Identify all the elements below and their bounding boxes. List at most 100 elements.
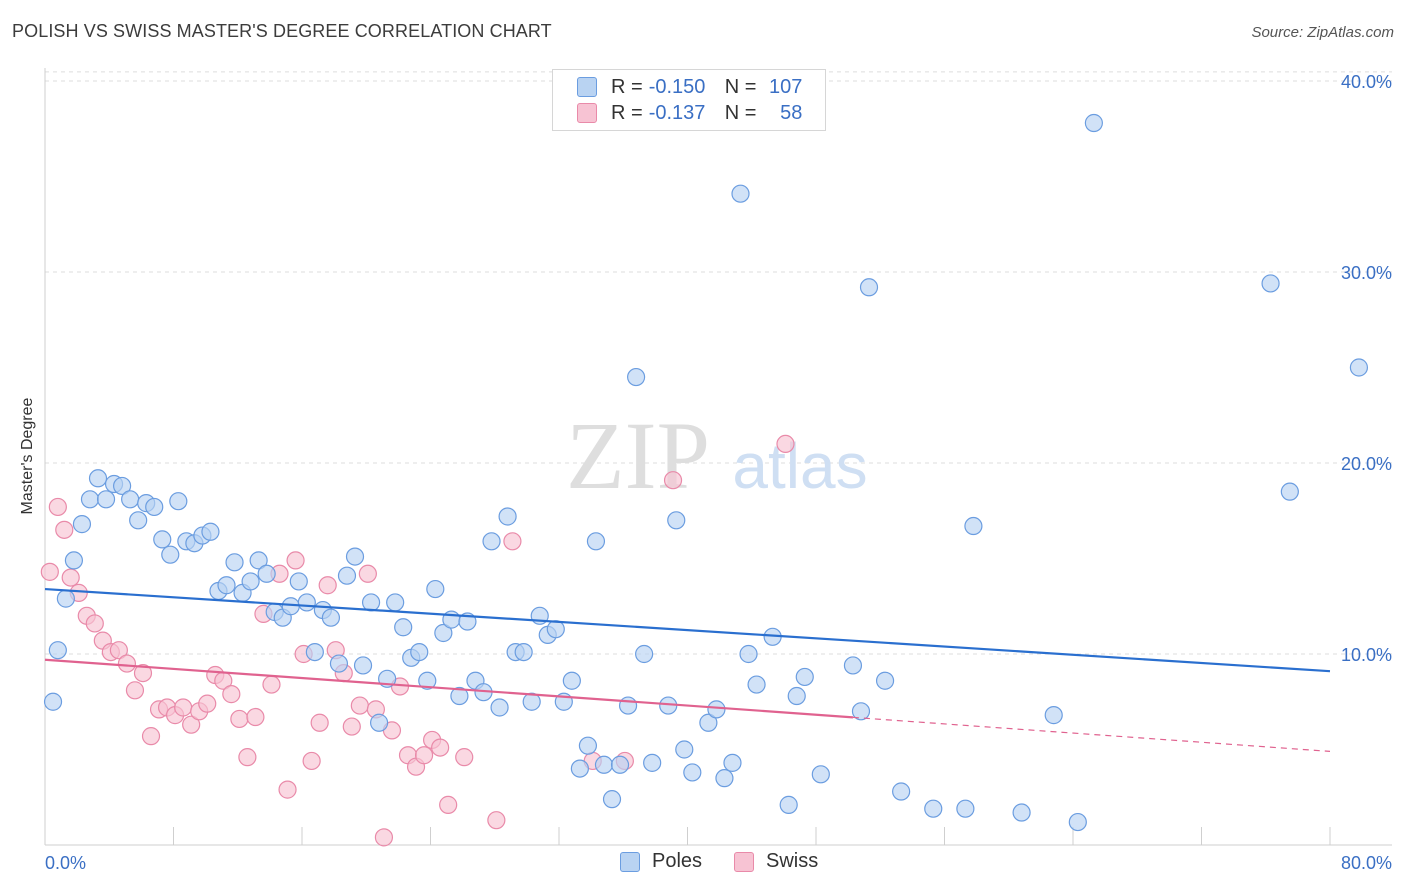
swiss-point xyxy=(85,614,104,633)
x-tick-label-min: 0.0% xyxy=(45,853,86,873)
legend-item-swiss[interactable]: Swiss xyxy=(734,850,818,873)
poles-point xyxy=(787,686,806,706)
poles-point xyxy=(153,530,172,549)
swiss-point xyxy=(414,746,434,765)
swiss-point xyxy=(117,654,137,673)
poles-point xyxy=(426,579,445,599)
n-label: N = xyxy=(724,101,757,124)
poles-point xyxy=(43,692,63,711)
r-value: -0.150 xyxy=(648,75,706,98)
poles-point xyxy=(370,713,389,732)
trend-lines xyxy=(44,587,1331,753)
swiss-point xyxy=(174,698,193,717)
poles-point xyxy=(667,511,686,530)
poles-point xyxy=(217,576,236,595)
poles-point xyxy=(723,753,742,772)
swiss-point xyxy=(302,751,321,771)
swiss-point xyxy=(350,696,369,715)
swiss-swatch xyxy=(734,851,754,872)
poles-point xyxy=(169,492,188,511)
poles-point xyxy=(570,759,589,778)
poles-point xyxy=(434,623,453,643)
poles-point xyxy=(72,515,92,534)
swiss-point xyxy=(503,532,522,551)
poles-point xyxy=(964,516,983,536)
poles-point xyxy=(410,642,429,662)
poles-point xyxy=(249,551,268,570)
swiss-point xyxy=(663,471,683,490)
poles-point xyxy=(112,476,132,496)
poles-point xyxy=(1068,812,1087,832)
poles-point xyxy=(329,654,349,673)
poles-point xyxy=(56,589,75,608)
stats-legend-poles: R = -0.150 N = 107 xyxy=(577,74,802,100)
poles-point xyxy=(1044,706,1063,725)
poles-point xyxy=(1084,113,1103,133)
poles-point xyxy=(562,671,581,690)
poles-swatch xyxy=(620,851,640,872)
swiss-point xyxy=(222,685,241,704)
poles-point xyxy=(1012,803,1031,822)
swiss-point xyxy=(262,675,281,694)
poles-point xyxy=(353,656,373,675)
swiss-point xyxy=(286,551,305,570)
y-tick-label: 10.0% xyxy=(1341,645,1392,665)
poles-point xyxy=(289,572,308,591)
poles-point xyxy=(498,507,517,526)
swiss-point xyxy=(182,715,201,734)
poles-point xyxy=(418,671,437,690)
poles-point xyxy=(707,700,726,719)
poles-point xyxy=(811,765,830,784)
poles-point xyxy=(731,184,750,203)
swiss-point xyxy=(455,748,474,767)
watermark: ZIP atlas xyxy=(566,402,868,509)
poles-point xyxy=(851,702,871,721)
poles-points xyxy=(43,113,1369,832)
poles-point xyxy=(739,644,758,664)
swiss-point xyxy=(61,568,80,587)
poles-point xyxy=(795,667,814,687)
swiss-point xyxy=(246,707,265,727)
poles-point xyxy=(394,618,413,637)
watermark-atlas: atlas xyxy=(732,430,867,502)
poles-point xyxy=(297,593,316,612)
swiss-point xyxy=(374,828,394,847)
poles-point xyxy=(522,692,541,711)
swiss-trend-line xyxy=(44,658,854,719)
poles-point xyxy=(747,675,766,694)
swiss-swatch xyxy=(577,103,597,123)
poles-point xyxy=(225,553,244,572)
poles-point xyxy=(386,593,405,612)
poles-point xyxy=(201,522,220,541)
swiss-point xyxy=(776,434,795,453)
poles-point xyxy=(675,740,694,759)
r-value: -0.137 xyxy=(648,101,706,124)
legend-item-poles[interactable]: Poles xyxy=(620,850,702,873)
poles-point xyxy=(241,572,260,591)
poles-point xyxy=(64,551,84,570)
stats-legend-swiss: R = -0.137 N = 58 xyxy=(577,100,802,126)
poles-point xyxy=(875,671,895,690)
r-label: R = xyxy=(611,101,643,124)
chart-title: POLISH VS SWISS MASTER'S DEGREE CORRELAT… xyxy=(12,21,552,41)
y-tick-label: 20.0% xyxy=(1341,454,1392,474)
swiss-point xyxy=(40,562,59,581)
swiss-point xyxy=(198,694,217,713)
poles-point xyxy=(635,644,654,664)
poles-point xyxy=(305,642,324,662)
poles-point xyxy=(48,641,67,660)
poles-point xyxy=(843,656,863,675)
poles-point xyxy=(892,782,911,801)
poles-point xyxy=(779,795,798,814)
swiss-point xyxy=(439,795,458,814)
axes xyxy=(44,68,1392,846)
swiss-point xyxy=(141,727,161,746)
poles-point xyxy=(924,799,943,818)
poles-point xyxy=(80,490,100,509)
x-tick-label-max: 80.0% xyxy=(1341,853,1392,873)
poles-point xyxy=(578,736,598,755)
poles-point xyxy=(643,753,662,772)
n-value: 107 xyxy=(769,75,803,98)
poles-point xyxy=(514,642,533,662)
